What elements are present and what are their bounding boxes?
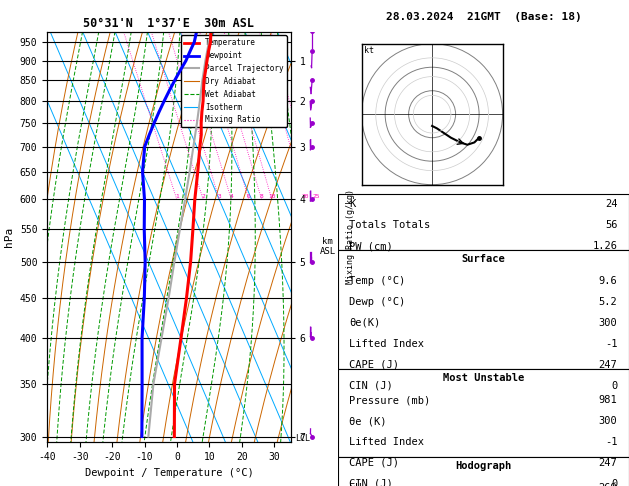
Text: 247: 247 xyxy=(599,458,617,468)
Text: EH: EH xyxy=(350,483,362,486)
Text: 56: 56 xyxy=(605,220,617,230)
Text: 25: 25 xyxy=(313,194,320,199)
Text: K: K xyxy=(350,199,355,209)
Text: 0: 0 xyxy=(611,479,617,486)
X-axis label: Dewpoint / Temperature (°C): Dewpoint / Temperature (°C) xyxy=(84,468,253,478)
Text: LCL: LCL xyxy=(296,434,311,443)
Bar xyxy=(338,369,629,457)
Text: Pressure (mb): Pressure (mb) xyxy=(350,395,431,405)
Text: Temp (°C): Temp (°C) xyxy=(350,276,406,286)
Text: 6: 6 xyxy=(247,194,250,199)
Y-axis label: hPa: hPa xyxy=(4,227,14,247)
Text: -1: -1 xyxy=(605,339,617,349)
Text: kt: kt xyxy=(364,46,374,55)
Text: 0: 0 xyxy=(611,381,617,391)
Text: θe (K): θe (K) xyxy=(350,416,387,426)
Text: 1.26: 1.26 xyxy=(593,241,617,251)
Text: 28.03.2024  21GMT  (Base: 18): 28.03.2024 21GMT (Base: 18) xyxy=(386,12,581,22)
Text: Hodograph: Hodograph xyxy=(455,461,511,471)
Legend: Temperature, Dewpoint, Parcel Trajectory, Dry Adiabat, Wet Adiabat, Isotherm, Mi: Temperature, Dewpoint, Parcel Trajectory… xyxy=(181,35,287,127)
Bar xyxy=(338,457,629,486)
Text: 1: 1 xyxy=(175,194,179,199)
Bar xyxy=(338,194,629,250)
Text: Totals Totals: Totals Totals xyxy=(350,220,431,230)
Text: CIN (J): CIN (J) xyxy=(350,479,393,486)
Text: 269: 269 xyxy=(599,483,617,486)
Text: 300: 300 xyxy=(599,318,617,328)
Text: CAPE (J): CAPE (J) xyxy=(350,458,399,468)
Text: 247: 247 xyxy=(599,360,617,370)
Text: 981: 981 xyxy=(599,395,617,405)
Text: θe(K): θe(K) xyxy=(350,318,381,328)
Text: 4: 4 xyxy=(230,194,233,199)
Text: CAPE (J): CAPE (J) xyxy=(350,360,399,370)
Text: 9.6: 9.6 xyxy=(599,276,617,286)
Text: CIN (J): CIN (J) xyxy=(350,381,393,391)
Text: Lifted Index: Lifted Index xyxy=(350,339,425,349)
Text: 10: 10 xyxy=(268,194,276,199)
Text: 24: 24 xyxy=(605,199,617,209)
Y-axis label: km
ASL: km ASL xyxy=(320,237,336,256)
Text: 8: 8 xyxy=(260,194,264,199)
Text: 3: 3 xyxy=(218,194,221,199)
Text: Dewp (°C): Dewp (°C) xyxy=(350,297,406,307)
Text: 20: 20 xyxy=(301,194,309,199)
Text: Surface: Surface xyxy=(462,254,505,264)
Title: 50°31'N  1°37'E  30m ASL: 50°31'N 1°37'E 30m ASL xyxy=(84,17,254,31)
Text: 300: 300 xyxy=(599,416,617,426)
Text: -1: -1 xyxy=(605,437,617,447)
Text: Lifted Index: Lifted Index xyxy=(350,437,425,447)
Text: PW (cm): PW (cm) xyxy=(350,241,393,251)
Bar xyxy=(338,250,629,369)
Text: 5.2: 5.2 xyxy=(599,297,617,307)
Text: Most Unstable: Most Unstable xyxy=(443,373,524,383)
Text: Mixing Ratio (g/kg): Mixing Ratio (g/kg) xyxy=(346,190,355,284)
Text: 2: 2 xyxy=(201,194,205,199)
